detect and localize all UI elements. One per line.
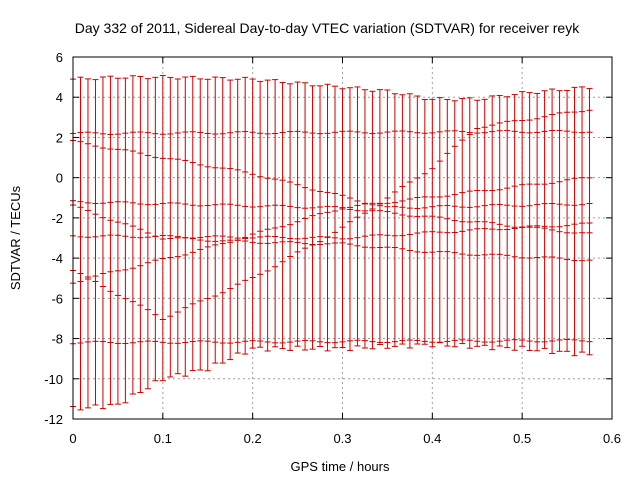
error-bar-sample [272,79,279,348]
error-bar-sample [466,97,473,349]
x-tick-label: 0.5 [513,431,531,446]
error-bar-sample [152,76,159,382]
error-bar-sample [571,86,578,357]
error-bar-sample [99,76,106,410]
error-bar-sample [421,98,428,345]
x-tick-label: 0.1 [154,431,172,446]
x-axis-label: GPS time / hours [291,459,390,474]
error-bar-sample [219,77,226,364]
error-bar-sample [474,99,481,347]
error-bar-sample [496,94,503,347]
error-bar-sample [436,97,443,344]
error-bar-sample [406,93,413,349]
error-bar-sample [511,94,518,351]
error-bar-sample [564,89,571,352]
error-bar-sample [481,98,488,346]
error-bar-sample [369,90,376,350]
y-tick-label: -2 [51,211,63,226]
error-bar-sample [354,86,361,347]
error-bar-sample [391,93,398,347]
error-bar-sample [257,80,264,348]
x-tick-label: 0.6 [603,431,621,446]
error-bar-sample [234,78,241,354]
error-bar-sample [204,78,211,372]
error-bar-sample [549,88,556,354]
error-bar-sample [84,78,91,409]
error-bar-sample [144,78,151,390]
error-bar-sample [122,77,129,404]
y-axis-label: SDTVAR / TECUs [8,185,23,290]
error-bar-sample [242,76,249,355]
error-bar-sample [182,76,189,377]
error-bar-sample [444,99,451,347]
y-tick-label: 6 [56,50,63,65]
x-tick-label: 0.3 [333,431,351,446]
error-bar-sample [399,94,406,345]
error-bar-sample [92,79,99,406]
error-bar-sample [489,95,496,351]
y-tick-label: -8 [51,332,63,347]
error-bar-sample [534,92,541,352]
y-tick-label: 2 [56,130,63,145]
error-bar-sample [361,89,368,349]
error-bar-sample [137,75,144,394]
error-bar-sample [107,75,114,405]
error-bar-sample [317,85,324,347]
error-bar-sample [384,89,391,349]
error-bar-sample [129,75,136,395]
error-bar-sample [212,76,219,364]
error-bar-sample [159,75,166,382]
error-bar-sample [429,98,436,348]
error-bar-sample [526,92,533,351]
error-bar-sample [189,75,196,372]
error-bar-sample [294,81,301,347]
error-bar-sample [114,77,121,405]
error-bar-sample [264,79,271,352]
error-bar-sample [586,88,593,356]
error-bar-sample [332,85,339,349]
error-bar-sample [197,78,204,371]
error-bar-sample [414,95,421,345]
error-bar-sample [376,89,383,346]
error-bar-sample [504,96,511,349]
error-bar-sample [556,90,563,352]
error-bar-sample [541,90,548,349]
y-tick-label: -4 [51,251,63,266]
y-tick-label: 0 [56,171,63,186]
error-bar-sample [77,76,84,411]
error-bar-sample [227,79,234,361]
chart-title: Day 332 of 2011, Sidereal Day-to-day VTE… [75,20,580,36]
error-bars-layer [70,75,593,411]
error-bar-sample [346,87,353,352]
y-tick-label: -10 [44,372,63,387]
error-bar-sample [339,88,346,349]
y-tick-label: -6 [51,291,63,306]
error-bar-sample [167,76,174,378]
error-bar-sample [279,82,286,350]
axes-layer: 0 0.1 0.2 0.3 0.4 0.5 0.6 -12 -10 -8 -6 -4 -2 0 2 4 6 [44,50,621,446]
y-tick-label: 4 [56,90,63,105]
error-bar-sample [309,85,316,350]
x-tick-label: 0.4 [423,431,441,446]
error-bar-sample [174,78,181,375]
error-bar-sample [519,91,526,347]
error-bar-sample [459,98,466,345]
error-bar-sample [324,83,331,352]
error-bar-sample [287,83,294,351]
error-bar-sample [579,86,586,353]
x-tick-label: 0 [69,431,76,446]
error-bar-sample [302,82,309,351]
error-bar-sample [249,78,256,349]
error-bar-sample [451,100,458,348]
y-tick-label: -12 [44,412,63,427]
x-tick-label: 0.2 [244,431,262,446]
